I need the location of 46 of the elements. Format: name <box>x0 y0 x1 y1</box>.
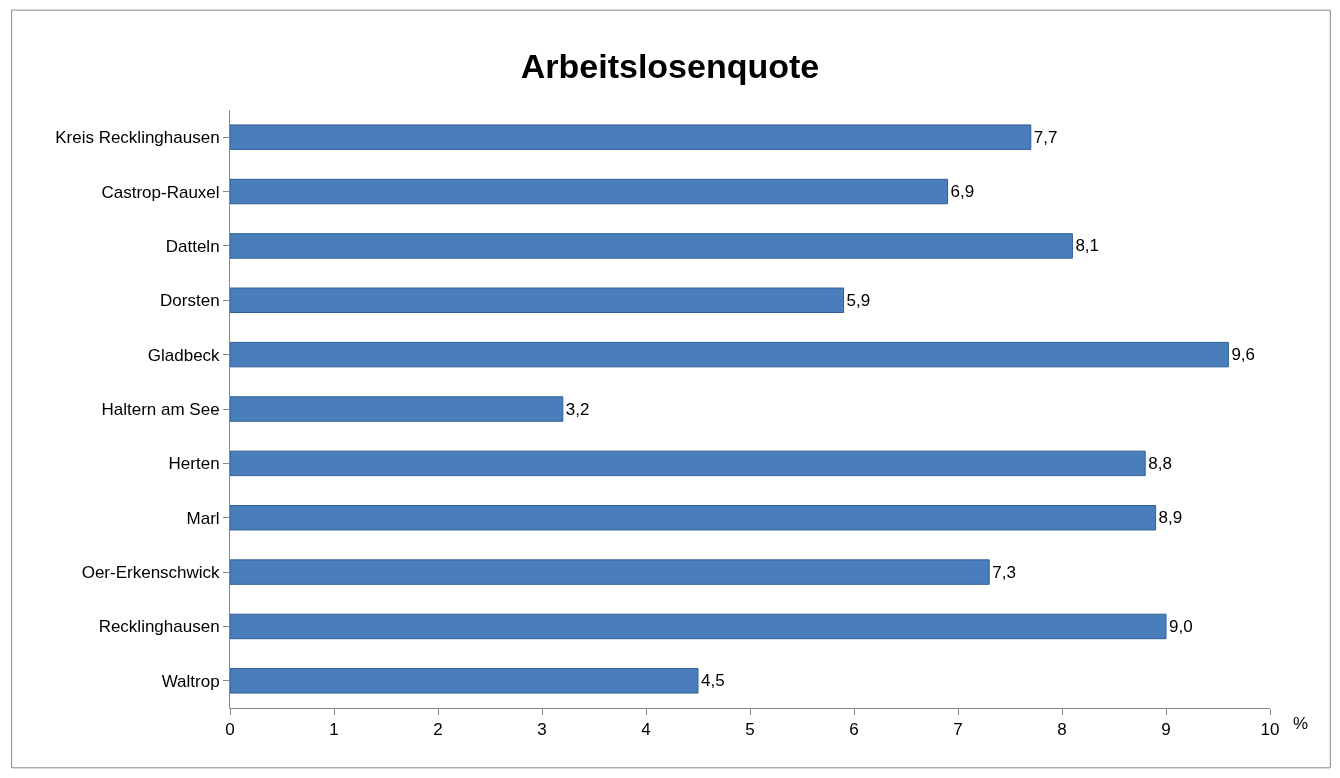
x-tick-label: 4 <box>641 720 651 740</box>
y-tick-label: Recklinghausen <box>98 617 220 637</box>
data-label: 8,8 <box>1148 453 1172 473</box>
bar <box>230 668 699 694</box>
y-tick-label: Oer-Erkenschwick <box>81 563 221 583</box>
y-tick-label: Waltrop <box>161 671 220 691</box>
bar <box>230 287 845 313</box>
data-label: 7,3 <box>992 562 1016 582</box>
x-tick-label: 8 <box>1057 720 1067 740</box>
data-label: 3,2 <box>565 399 590 419</box>
bar <box>230 613 1167 640</box>
x-tick-label: 0 <box>225 720 235 740</box>
data-label: 6,9 <box>950 182 975 202</box>
x-axis-title: % <box>1293 714 1309 733</box>
y-tick-label: Herten <box>168 454 220 474</box>
x-tick-label: 2 <box>433 720 443 740</box>
y-tick-label: Castrop-Rauxel <box>101 182 220 202</box>
data-label: 9,0 <box>1169 616 1193 636</box>
data-label: 8,1 <box>1075 236 1100 256</box>
data-label: 9,6 <box>1231 345 1256 365</box>
bar <box>230 505 1157 531</box>
y-tick-label: Datteln <box>165 236 220 256</box>
data-label: 5,9 <box>846 290 871 310</box>
data-label: 7,7 <box>1033 127 1058 147</box>
x-tick-label: 6 <box>849 720 859 740</box>
data-label: 4,5 <box>701 671 725 691</box>
x-tick-label: 3 <box>537 720 547 740</box>
bar <box>230 124 1032 150</box>
y-tick-label: Gladbeck <box>147 345 221 365</box>
bar <box>230 233 1073 259</box>
bar <box>230 559 990 585</box>
y-tick-label: Haltern am See <box>101 399 220 419</box>
bar <box>230 178 949 205</box>
x-tick-label: 9 <box>1161 720 1171 740</box>
x-tick-label: 1 <box>329 720 339 740</box>
bar <box>230 396 564 422</box>
x-tick-label: 10 <box>1260 720 1280 740</box>
y-tick-label: Dorsten <box>160 291 220 311</box>
y-tick-label: Marl <box>186 508 220 528</box>
x-tick-label: 5 <box>745 720 755 740</box>
y-tick-label: Kreis Recklinghausen <box>55 128 220 148</box>
chart-title: Arbeitslosenquote <box>520 47 820 86</box>
x-tick-label: 7 <box>953 720 963 740</box>
bar <box>230 341 1229 368</box>
bar <box>230 450 1146 477</box>
data-label: 8,9 <box>1158 508 1183 528</box>
